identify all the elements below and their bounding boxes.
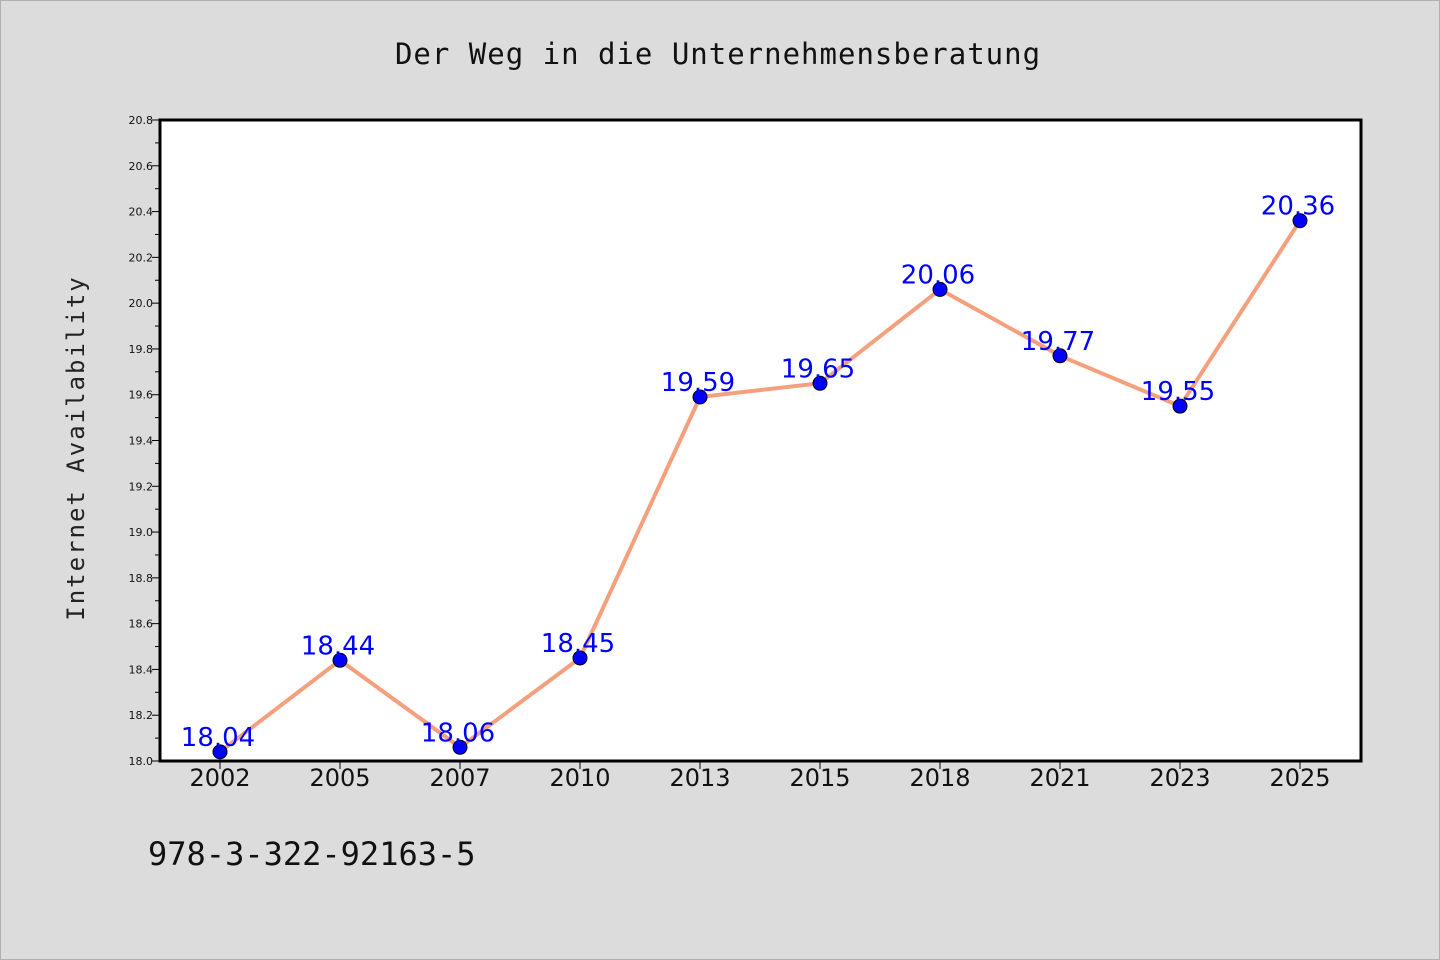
- y-tick-label: 18.0: [129, 755, 154, 768]
- data-label: 19.77: [1021, 327, 1095, 357]
- y-tick-label: 19.2: [129, 480, 154, 493]
- data-label: 19.55: [1141, 377, 1215, 407]
- data-label: 20.06: [901, 260, 975, 290]
- y-axis-label: Internet Availability: [62, 275, 90, 620]
- footer-note: 978-3-322-92163-5: [148, 835, 476, 873]
- y-tick-label: 19.8: [129, 343, 154, 356]
- data-labels: 18.04 18.44 18.06 18.45 19.59 19.65 20.06 19.77…: [181, 192, 1335, 753]
- series-line: [218, 218, 1302, 754]
- y-tick-label: 20.4: [129, 206, 154, 219]
- chart-title: Der Weg in die Unternehmensberatung: [395, 37, 1041, 71]
- data-point: [932, 281, 948, 297]
- data-label: 18.44: [301, 631, 375, 661]
- x-tick-label: 2002: [189, 764, 250, 792]
- data-label: 18.45: [541, 629, 615, 659]
- x-tick-label: 2007: [429, 764, 490, 792]
- data-point: [1292, 213, 1308, 229]
- data-label: 18.04: [181, 723, 255, 753]
- y-tick-label: 19.0: [129, 526, 154, 539]
- data-label: 18.06: [421, 718, 495, 748]
- y-tick-label: 20.2: [129, 251, 154, 264]
- data-point: [332, 652, 348, 668]
- data-point: [572, 650, 588, 666]
- data-point: [452, 739, 468, 755]
- y-tick-label: 18.2: [129, 709, 154, 722]
- y-tick-label: 18.4: [129, 663, 154, 676]
- series-polyline: [218, 218, 1302, 754]
- x-axis-ticks: 2002 2005 2007 2010 2013 2015 2018 2021 2023 2025: [189, 761, 1331, 792]
- data-point: [212, 744, 228, 760]
- x-tick-label: 2013: [669, 764, 730, 792]
- y-axis-ticks: 18.0 18.2 18.4 18.6 18.8 19.0 19.2 19.4 19.6 19.8…: [129, 114, 160, 768]
- y-tick-label: 20.6: [129, 160, 154, 173]
- x-tick-label: 2025: [1269, 764, 1330, 792]
- x-tick-label: 2023: [1149, 764, 1210, 792]
- plot-area: [158, 118, 1363, 763]
- x-tick-label: 2021: [1029, 764, 1090, 792]
- data-label: 20.36: [1261, 192, 1335, 222]
- x-tick-label: 2018: [909, 764, 970, 792]
- x-tick-label: 2010: [549, 764, 610, 792]
- data-label: 19.59: [661, 368, 735, 398]
- data-markers: [212, 213, 1308, 760]
- y-tick-label: 20.0: [129, 297, 154, 310]
- x-tick-label: 2005: [309, 764, 370, 792]
- y-tick-label: 20.8: [129, 114, 154, 127]
- data-point: [692, 389, 708, 405]
- y-tick-label: 18.6: [129, 618, 154, 631]
- y-tick-label: 19.6: [129, 389, 154, 402]
- data-point: [812, 375, 828, 391]
- data-point: [1052, 348, 1068, 364]
- x-tick-label: 2015: [789, 764, 850, 792]
- y-tick-label: 19.4: [129, 435, 154, 448]
- data-label: 19.65: [781, 354, 855, 384]
- data-point: [1172, 398, 1188, 414]
- y-tick-label: 18.8: [129, 572, 154, 585]
